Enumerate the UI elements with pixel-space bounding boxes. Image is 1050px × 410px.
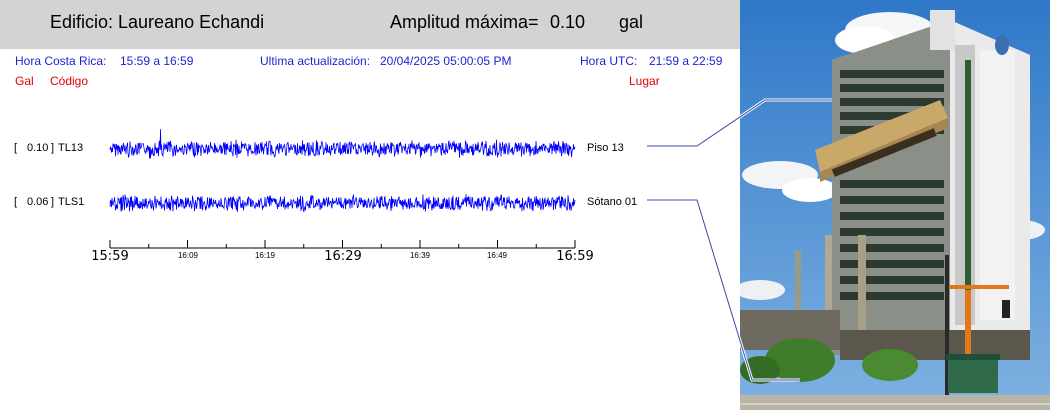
building-title: Edificio: Laureano Echandi (50, 12, 265, 32)
column-code: Código (50, 74, 89, 88)
header-bar: Edificio: Laureano Echandi Amplitud máxi… (0, 0, 740, 49)
channel-1-bracket-close: ] (51, 142, 55, 154)
utc-time-label: Hora UTC: (580, 54, 638, 68)
building-photo (740, 0, 1050, 410)
amplitude-value: 0.10 (550, 12, 586, 32)
update-value: 20/04/2025 05:00:05 PM (380, 54, 512, 68)
trace-tls1 (109, 194, 576, 212)
trace-tl13 (109, 129, 576, 159)
leader-line-1 (647, 98, 832, 148)
leader-line-2-stroke (647, 199, 800, 381)
x-tick-label-16-09: 16:09 (177, 251, 199, 260)
x-tick-label-16-39: 16:39 (409, 251, 431, 260)
cr-time-label: Hora Costa Rica: (15, 54, 107, 68)
utc-time-value: 21:59 a 22:59 (649, 54, 723, 68)
cr-time-value: 15:59 a 16:59 (120, 54, 194, 68)
x-tick-label-16-59: 16:59 (556, 249, 594, 264)
leader-line-1-stroke (647, 99, 832, 147)
leader-line-2 (647, 198, 800, 382)
channel-1-place: Piso 13 (587, 142, 624, 154)
column-place: Lugar (629, 74, 660, 88)
column-gal: Gal (15, 74, 34, 88)
amplitude-unit: gal (619, 12, 644, 32)
channel-2-bracket: [ (14, 196, 18, 208)
channel-2-place: Sótano 01 (587, 196, 638, 208)
channel-1-bracket: [ (14, 142, 18, 154)
update-label: Ultima actualización: (260, 54, 371, 68)
amplitude-label: Amplitud máxima= (390, 12, 539, 32)
channel-2-code: TLS1 (58, 196, 85, 208)
x-tick-label-15-59: 15:59 (91, 249, 129, 264)
channel-1-peak: 0.10 (27, 142, 49, 154)
x-tick-label-16-49: 16:49 (486, 251, 508, 260)
x-tick-label-16-29: 16:29 (324, 249, 362, 264)
channel-2-bracket-close: ] (51, 196, 55, 208)
x-tick-label-16-19: 16:19 (254, 251, 276, 260)
channel-2-peak: 0.06 (27, 196, 49, 208)
channel-1-code: TL13 (58, 142, 84, 154)
